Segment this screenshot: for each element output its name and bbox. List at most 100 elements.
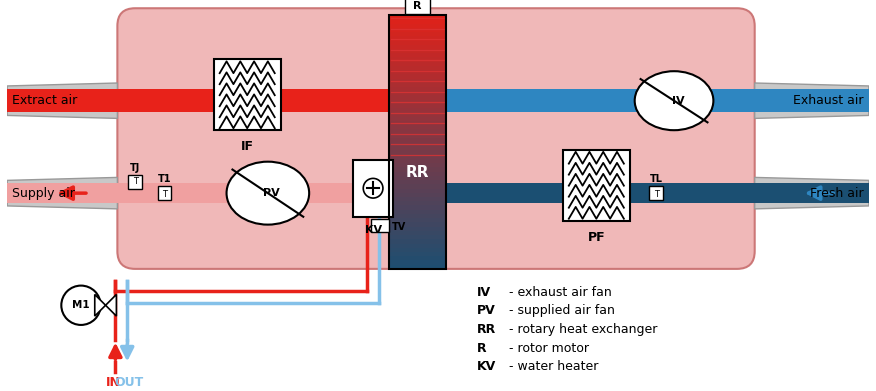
Bar: [389, 235, 446, 240]
Bar: [389, 248, 446, 253]
Bar: [389, 66, 446, 71]
Bar: [389, 172, 446, 176]
Bar: [389, 205, 446, 210]
Text: IF: IF: [241, 140, 254, 153]
Bar: [214, 59, 280, 130]
Text: Supply air: Supply air: [12, 187, 75, 200]
Bar: [117, 183, 389, 203]
Bar: [389, 155, 446, 160]
Text: PV: PV: [264, 188, 280, 198]
Bar: [649, 186, 663, 200]
Text: Exhaust air: Exhaust air: [794, 94, 864, 107]
Bar: [389, 23, 446, 28]
Bar: [389, 15, 446, 20]
Bar: [389, 57, 446, 62]
Bar: [389, 70, 446, 75]
Bar: [389, 231, 446, 235]
Circle shape: [364, 178, 383, 198]
Bar: [389, 36, 446, 41]
Bar: [389, 210, 446, 214]
Bar: [389, 74, 446, 79]
Bar: [7, 183, 117, 203]
Bar: [389, 112, 446, 117]
Bar: [389, 28, 446, 32]
Text: RR: RR: [477, 323, 497, 336]
Bar: [389, 227, 446, 231]
Bar: [389, 252, 446, 256]
Text: PF: PF: [588, 231, 605, 244]
Bar: [389, 62, 446, 66]
Bar: [389, 125, 446, 130]
Text: T: T: [132, 177, 138, 186]
Bar: [389, 87, 446, 92]
Bar: [389, 83, 446, 88]
Bar: [389, 244, 446, 248]
Bar: [389, 104, 446, 109]
Bar: [389, 260, 446, 265]
Bar: [389, 180, 446, 185]
Bar: [389, 184, 446, 189]
Text: TV: TV: [392, 222, 406, 231]
Text: KV: KV: [364, 224, 382, 235]
Bar: [389, 79, 446, 83]
Text: KV: KV: [477, 361, 497, 373]
Circle shape: [61, 285, 101, 325]
Bar: [389, 222, 446, 227]
Bar: [389, 121, 446, 126]
Bar: [389, 129, 446, 134]
Text: Fresh air: Fresh air: [810, 187, 864, 200]
Bar: [563, 150, 630, 221]
Bar: [389, 49, 446, 54]
Bar: [389, 197, 446, 202]
Bar: [389, 146, 446, 151]
Bar: [389, 100, 446, 104]
Text: OUT: OUT: [115, 376, 144, 389]
Bar: [389, 265, 446, 269]
Polygon shape: [755, 178, 869, 209]
Bar: [389, 134, 446, 138]
Bar: [405, 0, 430, 14]
Bar: [389, 239, 446, 244]
Text: M1: M1: [72, 300, 90, 310]
Bar: [158, 186, 172, 200]
Text: R: R: [413, 1, 421, 11]
Polygon shape: [7, 83, 117, 118]
Bar: [128, 176, 142, 189]
Bar: [389, 95, 446, 100]
Bar: [389, 20, 446, 24]
Text: IV: IV: [672, 96, 684, 106]
Polygon shape: [95, 294, 106, 316]
Ellipse shape: [635, 71, 713, 130]
FancyBboxPatch shape: [117, 8, 755, 269]
Text: - exhaust air fan: - exhaust air fan: [509, 285, 611, 299]
Bar: [389, 188, 446, 193]
Text: IN: IN: [106, 376, 121, 389]
Text: R: R: [477, 342, 487, 355]
Text: - supplied air fan: - supplied air fan: [509, 304, 615, 317]
Bar: [389, 45, 446, 49]
Bar: [446, 89, 869, 113]
Bar: [446, 183, 869, 203]
Bar: [389, 108, 446, 113]
Text: TL: TL: [650, 174, 663, 184]
Text: T: T: [653, 190, 659, 199]
Bar: [389, 142, 446, 147]
Bar: [389, 117, 446, 121]
Bar: [389, 176, 446, 181]
Bar: [389, 151, 446, 155]
Polygon shape: [106, 294, 117, 316]
Bar: [389, 193, 446, 197]
Bar: [371, 219, 389, 233]
Polygon shape: [7, 178, 117, 209]
Text: IV: IV: [477, 285, 491, 299]
Bar: [389, 159, 446, 164]
Bar: [389, 163, 446, 168]
Text: - rotary heat exchanger: - rotary heat exchanger: [509, 323, 657, 336]
Bar: [389, 41, 446, 45]
Bar: [389, 214, 446, 219]
Text: PV: PV: [477, 304, 496, 317]
Bar: [7, 89, 389, 113]
Bar: [389, 218, 446, 223]
Text: T: T: [162, 190, 167, 199]
Text: - rotor motor: - rotor motor: [509, 342, 589, 355]
